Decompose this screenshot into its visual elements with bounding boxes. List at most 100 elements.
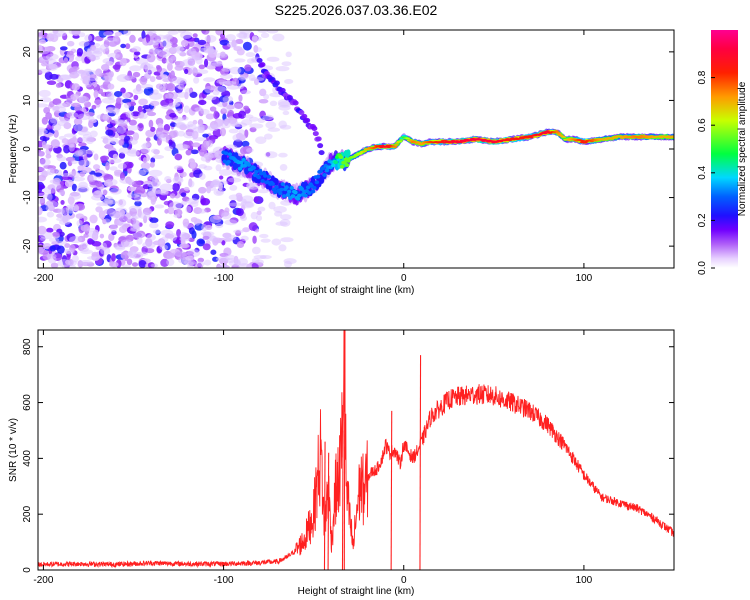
noise-blob: [166, 252, 175, 259]
noise-haze: [254, 47, 262, 52]
ridge-cell: [583, 141, 588, 144]
noise-haze: [140, 147, 151, 154]
ridge-cell: [462, 140, 467, 143]
noise-blob: [210, 249, 217, 255]
noise-haze: [148, 48, 162, 53]
noise-blob: [149, 100, 160, 107]
x-tick-label: -200: [33, 273, 53, 284]
noise-haze: [117, 199, 127, 207]
noise-haze: [215, 164, 222, 172]
noise-haze: [101, 97, 116, 104]
ridge-cell: [333, 160, 339, 165]
noise-haze: [174, 97, 182, 106]
noise-blob: [166, 82, 176, 92]
noise-haze: [56, 155, 67, 162]
noise-haze: [38, 68, 50, 74]
noise-blob: [55, 82, 62, 88]
noise-blob: [71, 83, 81, 91]
noise-blob: [53, 129, 59, 138]
ridge-cell: [346, 158, 351, 163]
noise-haze: [233, 229, 244, 234]
noise-haze: [203, 259, 212, 266]
colorbar-tick-label: 0.2: [697, 213, 708, 227]
spectrogram-y-label: Frequency (Hz): [8, 115, 19, 184]
noise-haze: [136, 236, 143, 245]
noise-blob: [79, 171, 86, 177]
noise-haze: [184, 87, 193, 94]
noise-haze: [264, 151, 278, 159]
noise-haze: [159, 190, 169, 196]
noise-haze: [164, 146, 174, 152]
noise-haze: [173, 251, 188, 257]
ridge-cell: [285, 192, 291, 197]
noise-blob: [38, 206, 43, 216]
noise-haze: [216, 79, 228, 84]
noise-haze: [46, 211, 55, 218]
noise-haze: [244, 201, 254, 208]
noise-haze: [114, 244, 126, 251]
noise-haze: [140, 84, 154, 89]
noise-haze: [181, 58, 195, 67]
noise-haze: [215, 223, 224, 229]
noise-haze: [280, 214, 292, 221]
noise-haze: [39, 231, 54, 240]
noise-haze: [173, 213, 181, 218]
noise-haze: [215, 256, 230, 262]
noise-haze: [278, 120, 287, 129]
noise-blob: [131, 111, 141, 117]
noise-blob: [64, 243, 71, 248]
arc-blob: [304, 117, 311, 123]
noise-haze: [251, 246, 261, 255]
noise-haze: [160, 229, 174, 237]
ridge-cell: [290, 194, 296, 199]
noise-haze: [53, 240, 67, 245]
noise-blob: [52, 231, 60, 237]
noise-haze: [58, 74, 73, 81]
noise-blob: [87, 238, 94, 245]
noise-haze: [172, 117, 185, 122]
noise-blob: [106, 123, 114, 129]
noise-haze: [103, 30, 114, 37]
noise-haze: [73, 124, 85, 132]
noise-haze: [175, 108, 184, 113]
ridge-cell: [274, 185, 279, 189]
noise-haze: [48, 237, 60, 243]
ridge-cell: [621, 136, 626, 139]
noise-blob: [64, 179, 74, 188]
noise-haze: [85, 136, 95, 145]
noise-haze: [146, 233, 156, 241]
noise-haze: [39, 56, 53, 62]
noise-blob: [244, 64, 252, 72]
noise-blob: [142, 157, 147, 164]
ridge-cell: [630, 136, 635, 139]
noise-haze: [78, 40, 90, 47]
snr-x-label: Height of straight line (km): [298, 586, 415, 597]
ridge-cell: [671, 136, 674, 139]
noise-haze: [38, 130, 43, 137]
noise-haze: [160, 40, 173, 48]
arc-blob: [317, 143, 324, 149]
noise-haze: [229, 185, 238, 191]
noise-haze: [209, 215, 222, 224]
noise-blob: [94, 99, 102, 105]
noise-blob: [63, 57, 69, 64]
noise-haze: [123, 30, 131, 36]
y-tick-label: 20: [22, 46, 33, 58]
noise-blob: [93, 89, 99, 99]
noise-blob: [41, 116, 48, 125]
noise-haze: [145, 71, 152, 79]
noise-blob: [112, 64, 121, 70]
noise-blob: [118, 152, 126, 159]
noise-blob: [73, 117, 83, 126]
noise-haze: [284, 79, 294, 85]
noise-blob: [202, 133, 209, 138]
noise-blob: [157, 123, 163, 129]
snr-spike: [390, 410, 393, 570]
noise-blob: [125, 130, 135, 136]
noise-haze: [51, 182, 62, 190]
noise-haze: [128, 205, 142, 212]
noise-blob: [104, 143, 113, 149]
noise-haze: [45, 200, 59, 208]
arc-blob: [301, 113, 308, 119]
noise-blob: [236, 241, 245, 249]
